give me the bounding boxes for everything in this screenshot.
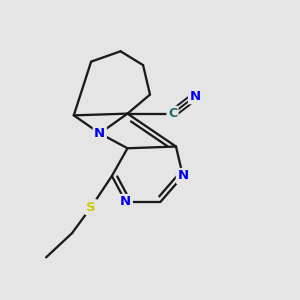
Text: C: C [168,107,177,120]
Text: N: N [190,90,201,103]
Text: N: N [120,196,131,208]
Text: S: S [86,201,96,214]
Text: N: N [177,169,188,182]
Text: N: N [94,127,105,140]
